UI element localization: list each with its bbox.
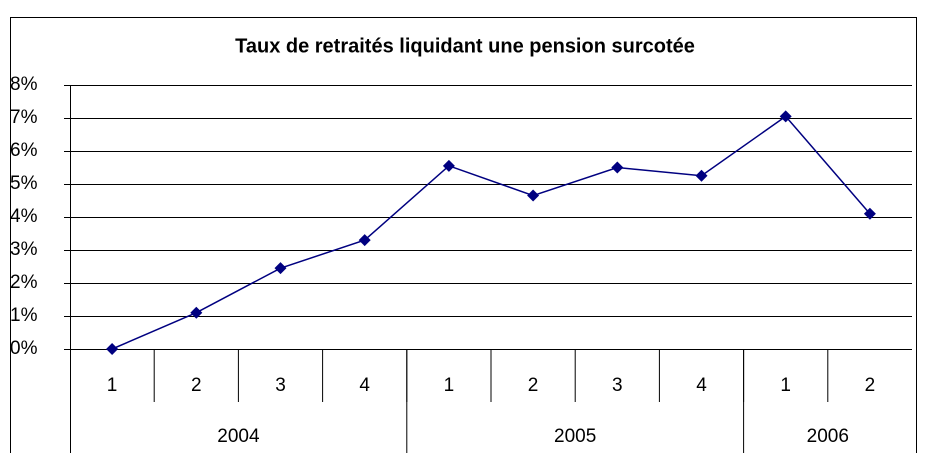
data-point xyxy=(611,161,624,174)
y-tick-label: 8% xyxy=(10,74,38,95)
x-group-label: 2005 xyxy=(554,426,596,447)
y-tick-label: 6% xyxy=(10,140,38,161)
x-tick-label: 2 xyxy=(191,375,202,396)
x-tick-label: 4 xyxy=(696,375,707,396)
x-tick-label: 3 xyxy=(275,375,286,396)
x-group-label: 2004 xyxy=(217,426,260,447)
series-line xyxy=(111,115,871,350)
y-tick-label: 1% xyxy=(10,305,38,326)
x-tick-label: 1 xyxy=(780,375,791,396)
data-point xyxy=(863,207,876,220)
y-tick-label: 2% xyxy=(10,272,38,293)
x-tick-label: 3 xyxy=(612,375,623,396)
data-point xyxy=(779,110,792,123)
x-tick-label: 4 xyxy=(359,375,370,396)
x-group-label: 2006 xyxy=(807,426,849,447)
data-point xyxy=(190,306,203,319)
y-tick-label: 0% xyxy=(10,338,38,359)
y-tick-label: 7% xyxy=(10,107,38,128)
y-tick-label: 3% xyxy=(10,239,38,260)
y-tick-label: 5% xyxy=(10,173,38,194)
data-point xyxy=(358,234,371,247)
data-point xyxy=(695,169,708,182)
data-point xyxy=(106,343,119,355)
chart-frame xyxy=(10,17,917,453)
y-tick-label: 4% xyxy=(10,206,38,227)
x-tick-label: 1 xyxy=(107,375,118,396)
data-point xyxy=(442,159,455,172)
x-tick-label: 2 xyxy=(528,375,539,396)
data-point xyxy=(274,262,287,275)
x-tick-label: 2 xyxy=(865,375,876,396)
chart-title: Taux de retraités liquidant une pension … xyxy=(235,35,695,57)
x-tick-label: 1 xyxy=(444,375,455,396)
data-point xyxy=(527,189,540,202)
